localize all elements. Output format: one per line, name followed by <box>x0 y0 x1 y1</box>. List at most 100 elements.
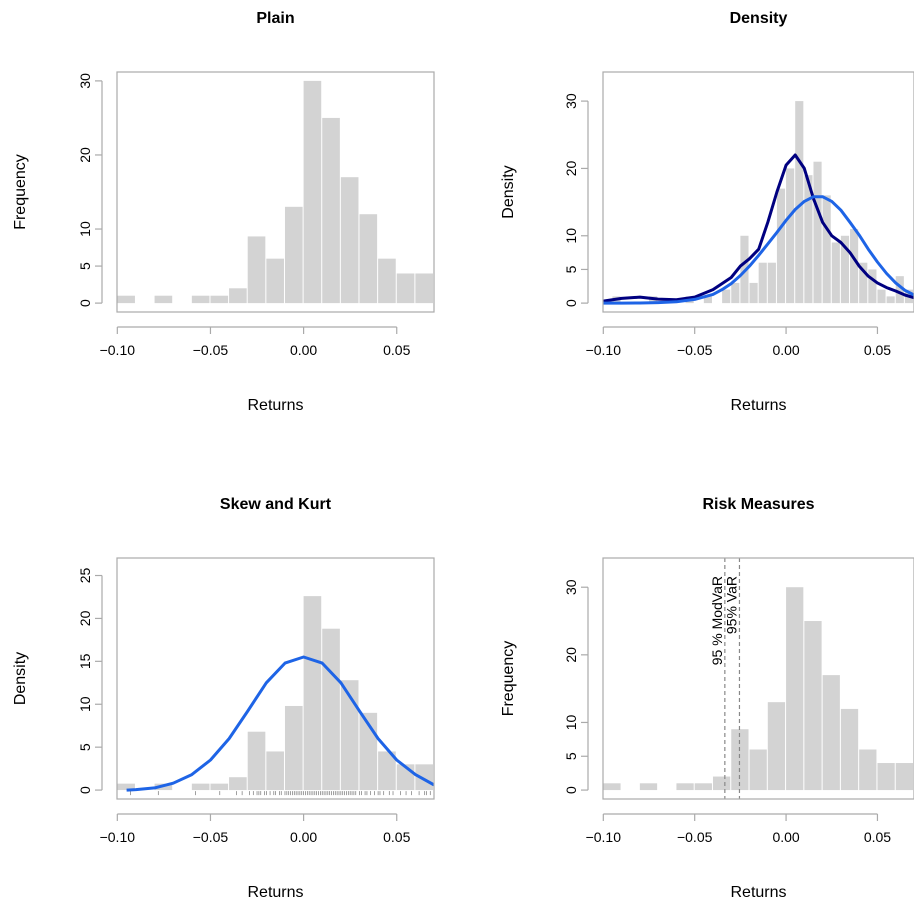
x-tick-label: −0.05 <box>677 829 713 845</box>
y-axis-label: Density <box>12 652 29 705</box>
histogram-bar <box>378 751 396 791</box>
plot-area <box>603 101 914 305</box>
plot-area <box>117 80 433 304</box>
histogram-bar <box>694 783 712 791</box>
x-tick-label: 0.05 <box>383 829 410 845</box>
y-axis-label: Frequency <box>500 641 517 717</box>
chart-title: Risk Measures <box>702 496 814 513</box>
histogram-bar <box>154 295 173 304</box>
histogram-bar <box>191 295 210 304</box>
histogram-bar <box>247 236 266 304</box>
histogram-bar <box>895 763 913 791</box>
y-tick-label: 25 <box>77 568 93 584</box>
histogram-bar <box>868 269 877 304</box>
histogram-bar <box>840 708 859 791</box>
chart-title: Plain <box>256 10 294 27</box>
chart-panel-1: −0.10 −0.05 0.00 0.05 0 5 10 20 30 Plain Returns Fr… <box>12 10 435 414</box>
x-tick-label: −0.10 <box>100 342 136 358</box>
histogram-bar <box>822 195 831 304</box>
y-tick-label: 20 <box>77 147 93 163</box>
y-tick-label: 30 <box>563 93 579 109</box>
histogram-bar <box>776 188 786 304</box>
histogram-bar <box>340 177 359 304</box>
histogram-bar <box>840 235 850 304</box>
histogram-bar <box>229 777 247 791</box>
histogram-bar <box>266 751 284 791</box>
y-tick-label: 10 <box>563 228 579 244</box>
x-tick-label: 0.00 <box>290 342 317 358</box>
histogram-bar <box>731 282 740 304</box>
histogram-bar <box>378 258 396 304</box>
plot-frame <box>602 71 914 313</box>
y-tick-label: 5 <box>77 743 93 751</box>
histogram-bar <box>795 101 804 304</box>
histogram-bar <box>303 80 322 304</box>
y-tick-label: 5 <box>563 752 579 760</box>
x-tick-label: 0.00 <box>772 829 799 845</box>
y-tick-label: 10 <box>563 714 579 730</box>
histogram-bar <box>804 621 822 791</box>
x-axis-label: Returns <box>730 397 786 414</box>
histogram-bar <box>117 295 135 304</box>
histogram-bar <box>210 295 229 304</box>
histogram-bar <box>415 764 433 791</box>
histogram-bar <box>415 273 433 304</box>
x-axis-label: Returns <box>730 884 786 901</box>
histogram-bar <box>639 783 658 791</box>
histogram-bar <box>340 680 359 791</box>
histogram-bar <box>396 273 415 304</box>
plot-frame <box>602 557 914 800</box>
density-curve <box>603 153 914 303</box>
histogram-bar <box>603 783 621 791</box>
histogram-bar <box>303 596 322 791</box>
var-label: 95 % ModVaR <box>709 576 725 665</box>
y-tick-label: 0 <box>77 299 93 307</box>
plot-frame <box>116 557 435 800</box>
x-axis-label: Returns <box>247 397 303 414</box>
histogram-bar <box>284 705 303 791</box>
x-tick-label: 0.00 <box>290 829 317 845</box>
histogram-bar <box>359 214 378 304</box>
histogram-bar <box>859 262 868 304</box>
y-tick-label: 5 <box>77 262 93 270</box>
histogram-bar <box>229 288 247 304</box>
x-tick-label: −0.10 <box>586 342 622 358</box>
x-tick-label: −0.05 <box>193 342 229 358</box>
y-tick-label: 20 <box>563 647 579 663</box>
histogram-bar <box>767 262 776 304</box>
y-tick-label: 0 <box>77 786 93 794</box>
x-tick-label: 0.00 <box>772 342 799 358</box>
density-curve <box>603 195 914 305</box>
y-tick-label: 0 <box>563 299 579 307</box>
chart-panel-2: −0.10 −0.05 0.00 0.05 0 5 10 20 30 Density Returns… <box>500 10 914 414</box>
histogram-bar <box>322 628 340 791</box>
histogram-bar <box>786 587 804 791</box>
x-tick-label: 0.05 <box>383 342 410 358</box>
x-tick-label: 0.05 <box>864 342 891 358</box>
x-tick-label: −0.10 <box>100 829 136 845</box>
histogram-bar <box>822 675 840 791</box>
plot-area <box>117 596 434 796</box>
histogram-bar <box>247 731 266 791</box>
y-tick-label: 20 <box>77 610 93 626</box>
x-tick-label: −0.05 <box>193 829 229 845</box>
x-tick-label: 0.05 <box>864 829 891 845</box>
histogram-bar <box>210 783 229 791</box>
chart-title: Density <box>730 10 788 27</box>
histogram-bar <box>722 289 731 304</box>
histogram-bar <box>767 702 786 791</box>
histogram-bar <box>731 729 749 791</box>
histogram-bar <box>191 783 210 791</box>
density-curve <box>126 655 434 792</box>
histogram-bar <box>712 776 731 791</box>
y-tick-label: 10 <box>77 221 93 237</box>
histogram-bar <box>676 783 694 791</box>
plot-area <box>603 558 913 799</box>
y-tick-label: 20 <box>563 160 579 176</box>
chart-title: Skew and Kurt <box>220 496 332 513</box>
histogram-bar <box>758 262 767 304</box>
x-tick-label: −0.05 <box>677 342 713 358</box>
x-tick-label: −0.10 <box>586 829 622 845</box>
